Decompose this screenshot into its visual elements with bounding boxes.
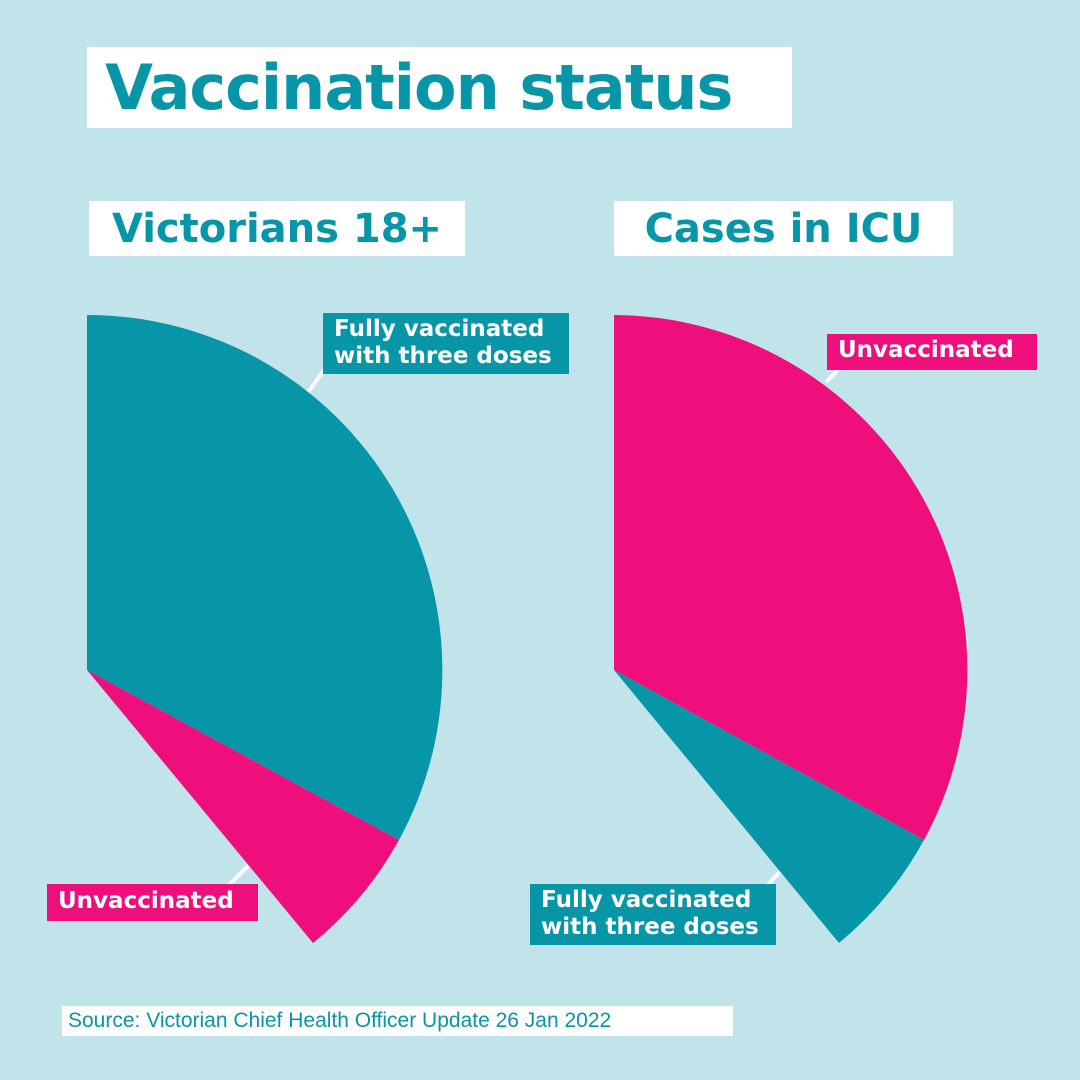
slice-left-unvaccinated	[87, 670, 399, 943]
label-right-unvaccinated-text: Unvaccinated	[838, 337, 1014, 363]
label-right-fully-vaccinated-line2: with three doses	[541, 914, 759, 940]
slice-right-fully-vaccinated	[614, 670, 924, 943]
chart-title-victorians: Victorians 18+	[89, 201, 465, 256]
label-left-unvaccinated-text: Unvaccinated	[58, 888, 234, 914]
chart-title-icu-text: Cases in ICU	[644, 205, 923, 252]
leader-line-left-bottom	[226, 864, 250, 888]
label-right-fully-vaccinated: Fully vaccinated with three doses	[530, 884, 776, 945]
label-right-fully-vaccinated-line1: Fully vaccinated	[541, 887, 752, 913]
label-right-unvaccinated: Unvaccinated	[827, 334, 1037, 370]
page-title: Vaccination status	[105, 51, 733, 124]
label-left-unvaccinated: Unvaccinated	[47, 884, 258, 921]
label-left-fully-vaccinated-line2: with three doses	[334, 343, 552, 369]
chart-title-icu: Cases in ICU	[614, 201, 953, 256]
slice-right-unvaccinated	[614, 315, 968, 840]
source-text: Source: Victorian Chief Health Officer U…	[68, 1009, 612, 1032]
label-left-fully-vaccinated-line1: Fully vaccinated	[334, 316, 545, 342]
chart-title-victorians-text: Victorians 18+	[111, 205, 443, 252]
label-left-fully-vaccinated: Fully vaccinated with three doses	[323, 313, 569, 374]
title-box: Vaccination status	[87, 47, 792, 128]
slice-left-fully-vaccinated	[87, 314, 443, 840]
source-note: Source: Victorian Chief Health Officer U…	[62, 1006, 733, 1036]
